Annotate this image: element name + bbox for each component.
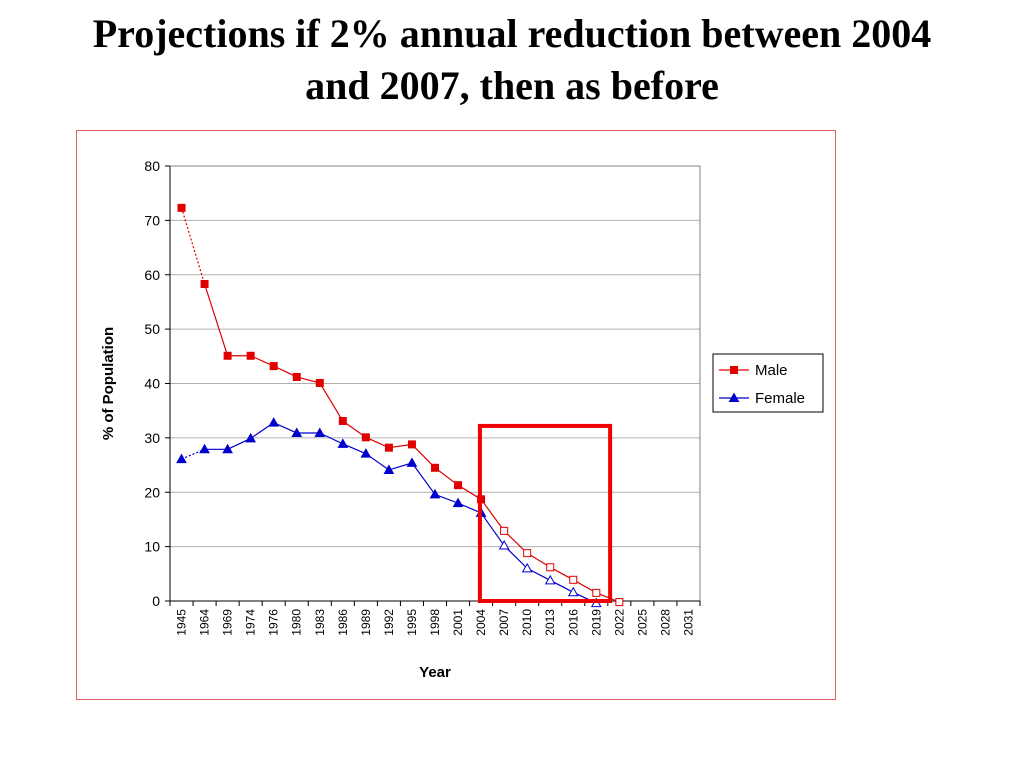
x-tick-label: 2016 bbox=[566, 609, 580, 636]
male-line-segment bbox=[203, 283, 229, 356]
legend: Male Female bbox=[712, 353, 824, 413]
male-data-point bbox=[361, 433, 370, 442]
female-data-point bbox=[498, 540, 510, 550]
x-axis-title: Year bbox=[419, 664, 451, 681]
slide-title-line-2: and 2007, then as before bbox=[305, 63, 719, 108]
female-data-point bbox=[360, 448, 372, 458]
male-data-point bbox=[407, 440, 416, 449]
slide-title: Projections if 2% annual reduction betwe… bbox=[20, 8, 1004, 112]
y-tick-label: 50 bbox=[144, 321, 160, 337]
male-data-point bbox=[523, 549, 532, 558]
male-data-point bbox=[546, 563, 555, 572]
line-chart: 0 10 20 30 40 50 60 70 80 1945 1964 1969 1974 1976 198… bbox=[100, 158, 824, 681]
x-tick-label: 1980 bbox=[290, 609, 304, 636]
y-tick-label: 30 bbox=[144, 430, 160, 446]
x-tick-label: 2025 bbox=[635, 609, 649, 636]
y-tick-label: 70 bbox=[144, 212, 160, 228]
male-line-segment bbox=[180, 207, 206, 285]
slide-title-line-1: Projections if 2% annual reduction betwe… bbox=[92, 11, 932, 56]
x-tick-label: 2013 bbox=[543, 609, 557, 636]
female-data-point bbox=[429, 488, 441, 499]
female-line-segment bbox=[388, 462, 413, 471]
female-data-point bbox=[268, 417, 280, 427]
female-data-point bbox=[383, 464, 395, 474]
legend-label-female: Female bbox=[755, 390, 805, 407]
x-tick-label: 2031 bbox=[681, 609, 695, 636]
x-tick-label: 1945 bbox=[175, 609, 189, 636]
x-tick-label: 2007 bbox=[497, 609, 511, 636]
male-data-point bbox=[269, 362, 278, 371]
female-data-point bbox=[199, 443, 210, 454]
male-line-segment bbox=[319, 382, 344, 422]
y-tick-label: 10 bbox=[144, 539, 160, 555]
y-tick-label: 80 bbox=[144, 158, 160, 174]
x-tick-label: 2019 bbox=[589, 609, 603, 636]
female-data-point bbox=[291, 427, 303, 437]
female-data-point bbox=[176, 453, 187, 464]
x-tick-label: 2001 bbox=[451, 609, 465, 636]
x-tick-label: 1998 bbox=[428, 609, 442, 636]
y-tick-label: 20 bbox=[144, 484, 160, 500]
x-tick-label: 1976 bbox=[267, 609, 281, 636]
male-data-point bbox=[615, 598, 624, 607]
female-data-point bbox=[567, 586, 579, 597]
x-tick-label: 2010 bbox=[520, 609, 534, 636]
male-data-point bbox=[246, 351, 255, 360]
male-data-point bbox=[315, 378, 324, 387]
legend-box bbox=[712, 353, 824, 413]
male-data-point bbox=[454, 481, 463, 490]
male-data-point bbox=[338, 417, 347, 426]
male-data-point bbox=[384, 443, 393, 452]
x-tick-label: 1992 bbox=[382, 609, 396, 636]
x-tick-label: 1986 bbox=[336, 609, 350, 636]
female-data-point bbox=[314, 427, 326, 437]
y-tick-label: 40 bbox=[144, 376, 160, 392]
x-tick-label: 1995 bbox=[405, 609, 419, 636]
x-tick-label: 1974 bbox=[244, 609, 258, 636]
female-data-point bbox=[406, 457, 418, 467]
male-data-point bbox=[292, 372, 301, 381]
male-data-point bbox=[177, 203, 186, 212]
x-tick-label: 1989 bbox=[359, 609, 373, 636]
female-line-segment bbox=[480, 512, 505, 546]
x-tick-label: 1964 bbox=[198, 609, 212, 636]
x-tick-label: 2004 bbox=[474, 609, 488, 636]
legend-label-male: Male bbox=[755, 362, 788, 379]
male-data-point bbox=[592, 588, 601, 597]
female-line-segment bbox=[411, 462, 436, 495]
female-data-point bbox=[452, 497, 464, 508]
legend-marker-female bbox=[728, 392, 740, 402]
male-data-point bbox=[223, 351, 232, 360]
y-tick-label: 60 bbox=[144, 267, 160, 283]
x-tick-label: 2028 bbox=[658, 609, 672, 636]
female-data-point bbox=[245, 432, 257, 443]
female-data-point bbox=[222, 443, 233, 454]
y-tick-label: 0 bbox=[152, 593, 160, 609]
female-data-point bbox=[544, 574, 556, 585]
legend-marker-male bbox=[730, 366, 738, 374]
female-data-point bbox=[337, 438, 349, 448]
male-data-point bbox=[569, 575, 578, 584]
male-data-point bbox=[200, 279, 209, 288]
y-axis-title: % of Population bbox=[100, 327, 117, 440]
chart-frame: 0 10 20 30 40 50 60 70 80 1945 1964 1969 1974 1976 198… bbox=[76, 130, 836, 700]
projection-highlight-box bbox=[477, 423, 613, 603]
x-tick-label: 1983 bbox=[313, 609, 327, 636]
male-data-point bbox=[500, 526, 509, 535]
female-data-point bbox=[521, 562, 533, 573]
male-data-point bbox=[431, 463, 439, 472]
x-tick-label: 1969 bbox=[221, 609, 235, 636]
x-tick-label: 2022 bbox=[612, 609, 626, 636]
male-line-segment bbox=[480, 498, 505, 532]
